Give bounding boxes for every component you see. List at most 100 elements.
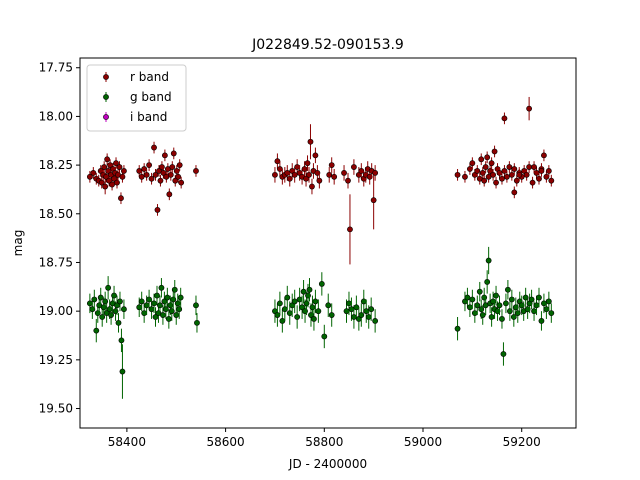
data-point bbox=[157, 177, 164, 184]
data-point bbox=[496, 302, 503, 309]
data-point bbox=[294, 314, 301, 320]
data-point bbox=[291, 171, 298, 178]
data-point bbox=[485, 257, 492, 264]
data-point bbox=[541, 300, 547, 307]
data-point bbox=[541, 152, 547, 159]
data-point bbox=[522, 294, 529, 301]
data-point bbox=[286, 175, 293, 182]
data-point bbox=[157, 302, 163, 309]
y-tick-label: 19.00 bbox=[39, 304, 73, 318]
data-point bbox=[358, 168, 365, 174]
data-point bbox=[168, 308, 175, 315]
data-point bbox=[538, 168, 545, 174]
data-point bbox=[165, 316, 172, 322]
data-point bbox=[170, 150, 177, 157]
x-tick-label: 58400 bbox=[108, 435, 146, 449]
data-point bbox=[146, 162, 152, 169]
data-point bbox=[545, 298, 552, 305]
data-point bbox=[148, 306, 155, 313]
x-axis-ticks: 58400 58600 58800 59000 59200 bbox=[108, 428, 541, 449]
data-point bbox=[104, 156, 111, 163]
data-point bbox=[309, 183, 315, 190]
data-point bbox=[513, 177, 520, 184]
legend-label: g band bbox=[130, 90, 172, 104]
data-point bbox=[491, 148, 498, 155]
data-point bbox=[151, 144, 157, 151]
data-point bbox=[526, 164, 533, 170]
data-point bbox=[353, 304, 360, 311]
data-point bbox=[496, 169, 503, 176]
data-point bbox=[526, 105, 533, 112]
data-point bbox=[177, 294, 184, 301]
data-point bbox=[143, 302, 150, 309]
data-point bbox=[538, 317, 545, 324]
data-point bbox=[311, 316, 317, 322]
data-point bbox=[158, 284, 165, 291]
data-point bbox=[97, 294, 104, 301]
data-point bbox=[102, 298, 109, 305]
data-point bbox=[466, 304, 473, 311]
data-point bbox=[328, 312, 335, 318]
data-point bbox=[173, 312, 180, 318]
data-point bbox=[306, 171, 312, 178]
data-point bbox=[462, 173, 468, 180]
data-point bbox=[178, 179, 185, 186]
data-point bbox=[98, 179, 105, 186]
data-point bbox=[193, 168, 199, 174]
data-point bbox=[366, 173, 373, 180]
data-point bbox=[471, 310, 478, 317]
data-point bbox=[488, 160, 495, 167]
data-point bbox=[272, 171, 278, 178]
data-point bbox=[136, 304, 143, 311]
data-point bbox=[533, 169, 540, 176]
data-point bbox=[169, 164, 176, 170]
data-point bbox=[536, 294, 542, 301]
data-point bbox=[306, 286, 313, 293]
data-point bbox=[316, 177, 323, 184]
data-point bbox=[318, 280, 325, 287]
data-point bbox=[167, 171, 174, 178]
y-tick-label: 19.25 bbox=[39, 353, 73, 367]
data-point bbox=[543, 306, 550, 313]
data-point bbox=[345, 177, 351, 184]
data-point bbox=[105, 284, 112, 291]
data-point bbox=[365, 314, 372, 320]
data-point bbox=[531, 308, 537, 315]
data-point bbox=[351, 164, 357, 170]
data-point bbox=[501, 168, 508, 174]
legend-marker bbox=[103, 114, 109, 120]
data-point bbox=[363, 308, 370, 315]
data-point bbox=[136, 168, 143, 174]
data-point bbox=[464, 294, 471, 301]
data-point bbox=[171, 286, 178, 293]
data-point bbox=[141, 166, 148, 172]
data-point bbox=[194, 319, 200, 326]
data-point bbox=[281, 306, 288, 313]
data-point bbox=[284, 294, 291, 301]
data-point bbox=[484, 154, 491, 161]
data-point bbox=[469, 160, 476, 167]
data-point bbox=[175, 173, 182, 180]
data-point bbox=[518, 302, 525, 309]
data-point bbox=[274, 312, 281, 318]
data-point bbox=[109, 181, 115, 188]
data-point bbox=[312, 152, 319, 159]
legend-entry: i band bbox=[103, 110, 167, 124]
y-axis-ticks: 17.75 18.00 18.25 18.50 18.75 19.00 19.25 19.50 bbox=[39, 61, 80, 416]
x-tick-label: 59200 bbox=[503, 435, 541, 449]
data-point bbox=[484, 279, 491, 285]
data-point bbox=[91, 296, 98, 303]
y-tick-label: 18.50 bbox=[39, 207, 73, 221]
data-point bbox=[138, 173, 145, 180]
data-points bbox=[86, 96, 555, 399]
data-point bbox=[312, 298, 319, 305]
data-point bbox=[286, 310, 293, 317]
data-point bbox=[119, 368, 126, 375]
data-point bbox=[138, 298, 145, 305]
data-point bbox=[116, 164, 123, 170]
data-point bbox=[148, 175, 155, 182]
legend-entry: r band bbox=[103, 70, 169, 84]
data-point bbox=[499, 175, 505, 182]
data-point bbox=[351, 314, 357, 320]
legend-label: r band bbox=[130, 70, 169, 84]
